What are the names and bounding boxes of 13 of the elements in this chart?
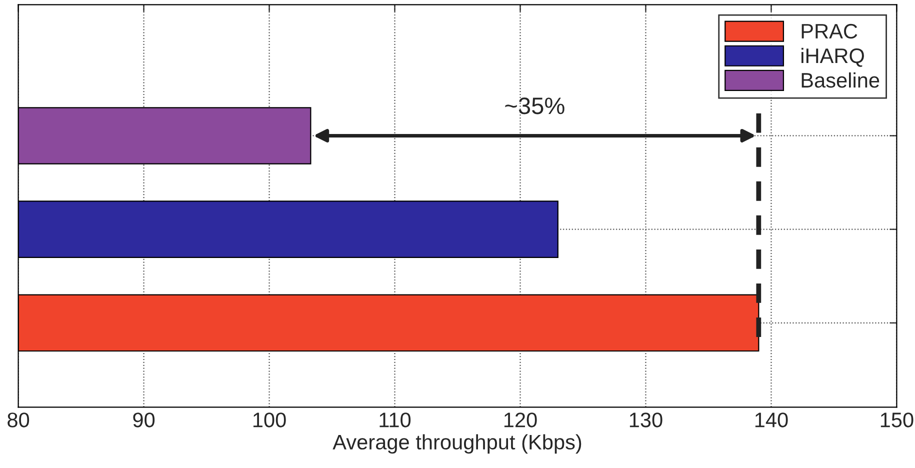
x-tick-label: 100	[253, 412, 286, 428]
x-tick-label: 130	[630, 412, 662, 428]
x-tick-label: 150	[880, 412, 914, 428]
x-tick-label: 140	[755, 412, 788, 428]
annotation: ~35%	[505, 97, 564, 114]
x-tick-label: 90	[133, 412, 155, 428]
legend-label: iHARQ	[802, 48, 864, 67]
legend-label: Baseline	[802, 72, 880, 88]
x-axis-title: Average throughput (Kbps)	[332, 434, 582, 454]
x-tick-label: 120	[504, 412, 537, 428]
x-tick-label: 80	[8, 412, 30, 428]
x-tick-label: 110	[380, 412, 411, 428]
legend-label: PRAC	[802, 24, 858, 39]
